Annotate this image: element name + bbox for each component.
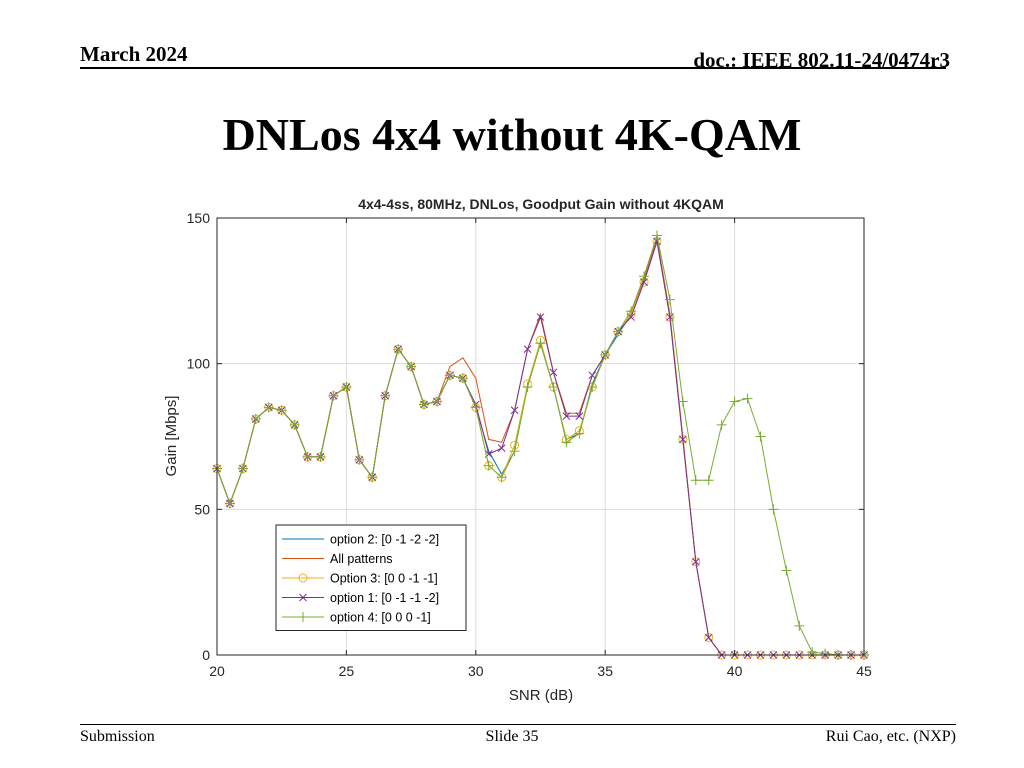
footer-author: Rui Cao, etc. (NXP) bbox=[825, 728, 956, 745]
data-point bbox=[406, 361, 417, 372]
header-rule bbox=[80, 67, 946, 69]
footer-submission: Submission bbox=[80, 728, 155, 745]
data-point bbox=[588, 371, 597, 380]
legend-label: option 2: [0 -1 -2 -2] bbox=[330, 533, 439, 547]
data-point bbox=[716, 419, 727, 430]
chart-title: 4x4-4ss, 80MHz, DNLos, Goodput Gain with… bbox=[358, 196, 724, 212]
header-date: March 2024 bbox=[80, 42, 188, 66]
axes-layer: 20 25 30 35 40 45 0 50 100 150 bbox=[187, 210, 872, 679]
legend-label: option 4: [0 0 0 -1] bbox=[330, 611, 431, 625]
data-point bbox=[729, 396, 740, 407]
y-tick-label: 50 bbox=[194, 501, 210, 517]
footer-slide-number: Slide 35 bbox=[485, 728, 539, 745]
data-point bbox=[703, 475, 714, 486]
data-point bbox=[457, 373, 468, 384]
data-point bbox=[302, 451, 313, 462]
data-point bbox=[250, 414, 261, 425]
data-point bbox=[561, 437, 572, 448]
data-point bbox=[444, 370, 455, 381]
legend-label: option 1: [0 -1 -1 -2] bbox=[330, 591, 439, 605]
data-point bbox=[470, 402, 481, 413]
data-point bbox=[820, 648, 831, 659]
data-point bbox=[574, 428, 585, 439]
series-option-4-0-0-0-1 bbox=[212, 230, 869, 660]
data-point bbox=[575, 412, 584, 420]
data-point bbox=[651, 230, 662, 241]
legend-item: option 4: [0 0 0 -1] bbox=[282, 611, 431, 625]
data-point bbox=[380, 390, 391, 401]
data-point bbox=[536, 313, 545, 321]
axes-box bbox=[216, 217, 865, 656]
legend-item: Option 3: [0 0 -1 -1] bbox=[282, 572, 438, 586]
data-point bbox=[690, 475, 701, 486]
data-point bbox=[431, 396, 442, 407]
legend-item: All patterns bbox=[282, 552, 393, 566]
data-point bbox=[299, 593, 307, 602]
data-point bbox=[497, 444, 506, 453]
data-point bbox=[626, 306, 637, 317]
data-point bbox=[289, 419, 300, 430]
data-point bbox=[354, 454, 365, 465]
data-point bbox=[704, 633, 714, 643]
data-point bbox=[562, 412, 571, 420]
legend-item: option 1: [0 -1 -1 -2] bbox=[282, 591, 439, 605]
data-point bbox=[677, 396, 688, 407]
data-point bbox=[600, 349, 611, 360]
x-tick-label: 35 bbox=[597, 663, 613, 679]
data-point bbox=[509, 446, 520, 457]
data-point bbox=[496, 472, 507, 483]
data-point bbox=[393, 344, 404, 355]
x-tick-label: 40 bbox=[727, 663, 743, 679]
legend-label: Option 3: [0 0 -1 -1] bbox=[330, 572, 438, 586]
data-point bbox=[639, 271, 650, 282]
data-point bbox=[522, 381, 533, 392]
slide-title: DNLos 4x4 without 4K-QAM bbox=[222, 109, 802, 160]
data-point bbox=[367, 472, 378, 483]
legend-item: option 2: [0 -1 -2 -2] bbox=[282, 533, 439, 547]
data-point bbox=[755, 431, 766, 442]
data-point bbox=[224, 498, 235, 509]
data-point bbox=[523, 345, 532, 353]
y-axis-label: Gain [Mbps] bbox=[163, 396, 180, 477]
y-tick-label: 150 bbox=[187, 210, 211, 226]
x-tick-label: 25 bbox=[339, 663, 355, 679]
x-tick-label: 20 bbox=[209, 663, 225, 679]
data-point bbox=[419, 399, 430, 410]
data-point bbox=[328, 390, 339, 401]
data-point bbox=[315, 451, 326, 462]
data-point bbox=[794, 620, 805, 631]
data-point bbox=[535, 338, 546, 349]
data-point bbox=[510, 406, 519, 415]
data-point bbox=[548, 381, 559, 392]
data-point bbox=[678, 435, 687, 444]
data-point bbox=[341, 381, 352, 392]
footer-rule bbox=[80, 724, 956, 725]
y-tick-label: 0 bbox=[202, 647, 210, 663]
x-tick-label: 30 bbox=[468, 663, 484, 679]
data-point bbox=[781, 565, 792, 576]
data-point bbox=[640, 278, 648, 286]
data-point bbox=[704, 633, 713, 642]
data-point bbox=[237, 463, 248, 474]
data-point bbox=[613, 326, 624, 337]
data-point bbox=[742, 393, 753, 404]
data-point bbox=[768, 504, 779, 515]
data-point bbox=[298, 573, 308, 583]
data-point bbox=[483, 460, 494, 471]
data-point bbox=[263, 402, 274, 413]
data-point bbox=[587, 381, 598, 392]
data-point bbox=[276, 405, 287, 416]
data-point bbox=[664, 294, 675, 305]
data-point bbox=[691, 557, 700, 566]
x-axis-label: SNR (dB) bbox=[509, 687, 573, 704]
data-point bbox=[549, 368, 558, 377]
y-tick-label: 100 bbox=[187, 356, 211, 372]
legend: option 2: [0 -1 -2 -2] All patterns Option… bbox=[275, 524, 467, 631]
data-point bbox=[298, 612, 308, 622]
legend-label: All patterns bbox=[330, 552, 393, 566]
x-tick-label: 45 bbox=[856, 663, 872, 679]
